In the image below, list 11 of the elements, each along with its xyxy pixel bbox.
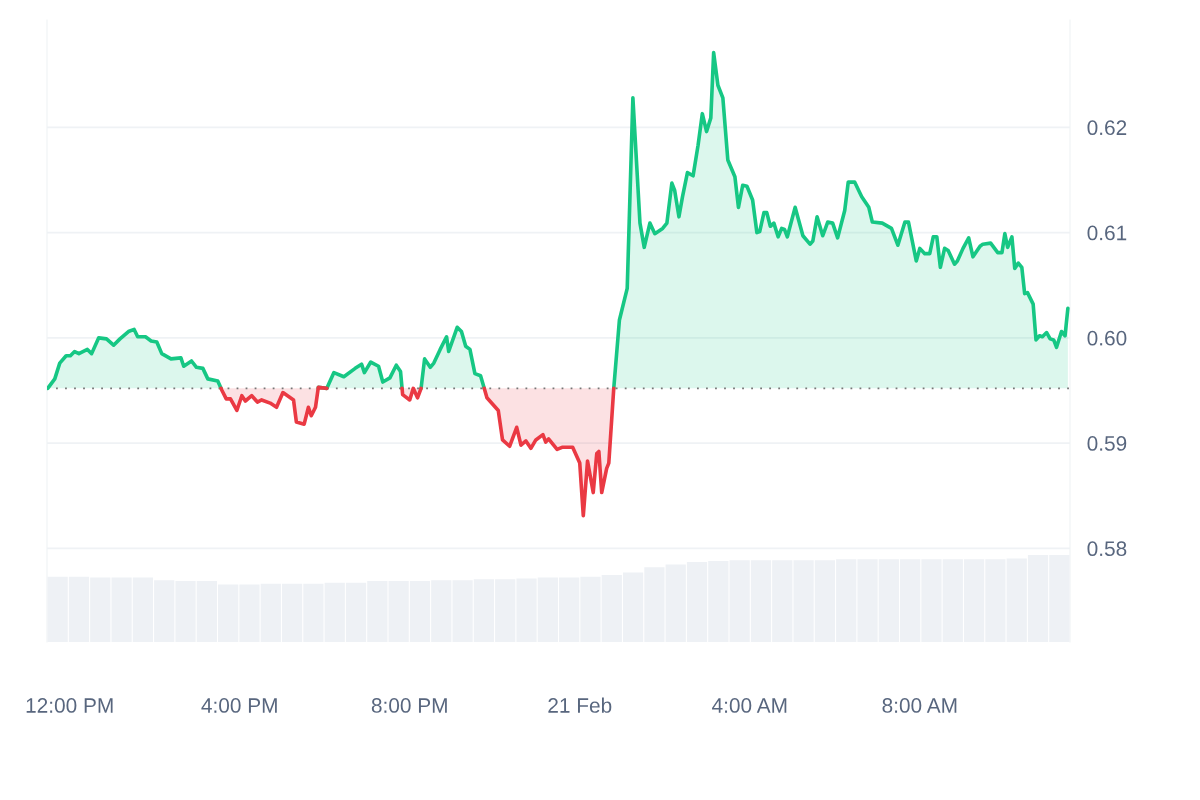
y-tick-label: 0.61 — [1087, 225, 1127, 241]
y-tick-label: 0.58 — [1087, 541, 1127, 557]
x-tick-label: 8:00 AM — [882, 698, 957, 713]
y-tick-label: 0.62 — [1087, 120, 1127, 136]
x-tick-label: 8:00 PM — [371, 698, 447, 713]
x-tick-label: 12:00 PM — [26, 698, 113, 713]
y-tick-label: 0.59 — [1087, 436, 1127, 451]
x-tick-label: 4:00 AM — [712, 698, 787, 713]
x-tick-label: 4:00 PM — [201, 698, 277, 713]
y-tick-label: 0.60 — [1087, 330, 1127, 346]
x-tick-label: 21 Feb — [548, 697, 612, 713]
